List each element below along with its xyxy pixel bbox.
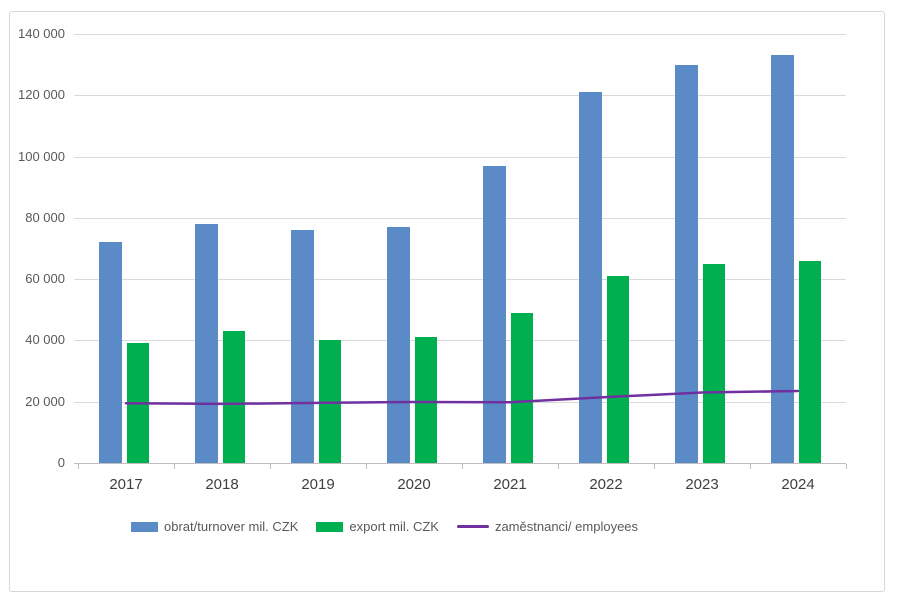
employees-line-layer (124, 389, 800, 406)
export-bar-2022 (607, 276, 629, 463)
y-axis-tick-label: 60 000 (25, 271, 65, 287)
employees-line (124, 389, 800, 406)
x-axis-tick (270, 464, 271, 469)
turnover-bar-2019 (291, 230, 314, 463)
export-legend-swatch-icon (316, 521, 344, 532)
turnover-bar-2017 (99, 242, 122, 463)
export-bar-2019 (319, 340, 341, 463)
turnover-bar-2022 (579, 92, 602, 463)
x-axis-tick (462, 464, 463, 469)
gridline (74, 156, 846, 158)
x-axis-tick (78, 464, 79, 469)
x-axis-tick (654, 464, 655, 469)
x-axis-category-label: 2021 (493, 476, 527, 493)
chart-frame: 0 20 000 40 000 60 000 80 000 100 000 120 000 1… (9, 11, 885, 592)
export-bar-2021 (511, 313, 533, 463)
y-axis-tick-label: 80 000 (25, 209, 65, 225)
x-axis-category-label: 2017 (109, 476, 143, 493)
x-axis-category-label: 2019 (301, 476, 335, 493)
y-axis-tick-label: 120 000 (18, 87, 65, 103)
legend-label-turnover: obrat/turnover mil. CZK (164, 519, 299, 534)
legend: obrat/turnover mil. CZK export mil. CZK … (131, 519, 638, 534)
gridline (74, 95, 846, 97)
x-axis-tick (366, 464, 367, 469)
gridline (74, 340, 846, 342)
employees-legend-line-icon (456, 525, 489, 528)
turnover-bar-2021 (483, 166, 506, 463)
legend-label-employees: zaměstnanci/ employees (494, 519, 639, 534)
legend-item-export: export mil. CZK (316, 519, 439, 534)
gridline (74, 217, 846, 219)
x-axis-category-label: 2024 (781, 476, 815, 493)
x-axis-category-label: 2018 (205, 476, 239, 493)
export-bar-2024 (799, 261, 821, 463)
y-axis-tick-label: 20 000 (25, 393, 65, 409)
turnover-bar-2024 (771, 55, 794, 463)
export-bar-2023 (703, 264, 725, 463)
gridline (74, 279, 846, 281)
legend-label-export: export mil. CZK (349, 519, 439, 534)
export-bar-2018 (223, 331, 245, 463)
turnover-legend-swatch-icon (131, 521, 158, 532)
legend-item-employees: zaměstnanci/ employees (456, 519, 639, 534)
y-axis-tick-label: 100 000 (18, 148, 65, 164)
x-axis-tick (750, 464, 751, 469)
y-axis-tick-label: 0 (57, 455, 65, 470)
x-axis-tick (558, 464, 559, 469)
x-axis-category-label: 2023 (685, 476, 719, 493)
turnover-bar-2023 (675, 65, 698, 463)
export-bar-2020 (415, 337, 437, 463)
x-axis-category-label: 2020 (397, 476, 431, 493)
legend-item-turnover: obrat/turnover mil. CZK (131, 519, 298, 534)
x-axis-category-label: 2022 (589, 476, 623, 493)
y-axis-tick-label: 140 000 (18, 26, 65, 41)
x-axis-tick (846, 464, 847, 469)
gridline (74, 34, 846, 35)
turnover-bar-2020 (387, 227, 410, 463)
x-axis-tick (174, 464, 175, 469)
y-axis-tick-label: 40 000 (25, 332, 65, 348)
x-axis-line (74, 463, 846, 464)
